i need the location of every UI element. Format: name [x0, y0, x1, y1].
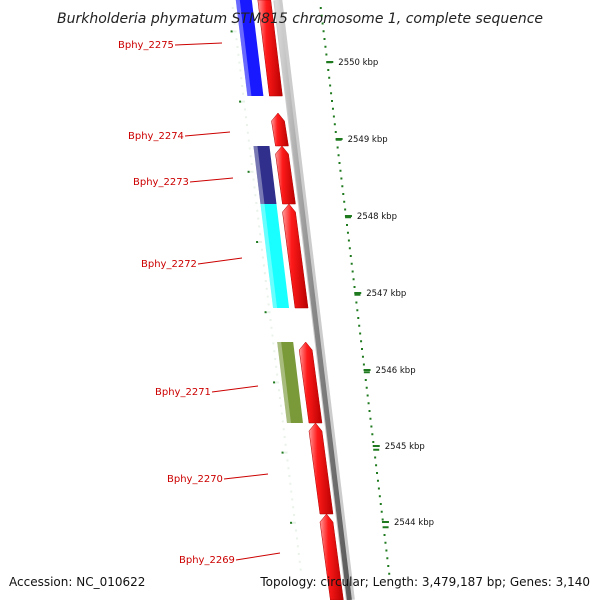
map-title: Burkholderia phymatum STM815 chromosome …	[57, 11, 543, 27]
gene-label[interactable]: Bphy_2274	[128, 131, 184, 142]
cog-bar-highlight	[260, 204, 278, 308]
accession-label: Accession: NC_010622	[9, 575, 145, 589]
gene-label-leader	[223, 473, 269, 480]
topology-label: Topology: circular; Length: 3,479,187 bp…	[259, 575, 590, 589]
gene-label-leader	[189, 177, 234, 183]
gene-label[interactable]: Bphy_2269	[179, 555, 235, 566]
gene-label-layer: Bphy_2275 Bphy_2274 Bphy_2273 Bphy_2272 Bphy…	[118, 40, 281, 566]
cog-track	[235, 0, 303, 423]
gene-track	[257, 0, 344, 600]
gene-arrow[interactable]	[319, 513, 344, 600]
scale-tick-label: 2544 kbp	[394, 518, 434, 528]
gene-arrow[interactable]	[271, 112, 289, 147]
gene-label-leader	[174, 42, 223, 46]
gene-label[interactable]: Bphy_2270	[167, 474, 223, 485]
scale-tick-label: 2547 kbp	[366, 289, 406, 299]
scale-tick-label: 2549 kbp	[348, 135, 388, 145]
gene-label-leader	[197, 257, 243, 265]
gene-label[interactable]: Bphy_2272	[141, 259, 197, 270]
gene-label[interactable]: Bphy_2275	[118, 40, 174, 51]
cog-bar-highlight	[277, 342, 291, 423]
gene-arrow[interactable]	[257, 0, 283, 97]
gene-label[interactable]: Bphy_2273	[133, 177, 189, 188]
sequence-backbone	[274, 0, 352, 600]
scale-label-layer: 2550 kbp 2549 kbp 2548 kbp 2547 kbp 2546 kbp…	[326, 58, 434, 528]
scale-tick-label: 2548 kbp	[357, 212, 397, 222]
cog-bar	[235, 0, 264, 96]
scale-tick-label: 2546 kbp	[376, 366, 416, 376]
gene-label-leader	[184, 131, 231, 137]
gene-arrow[interactable]	[275, 145, 296, 205]
scale-tick-label: 2545 kbp	[385, 442, 425, 452]
cog-bar	[277, 342, 303, 423]
gene-arrow[interactable]	[298, 341, 323, 424]
cog-bar	[253, 146, 277, 204]
cog-bar-highlight	[253, 146, 265, 204]
scale-tick-label: 2550 kbp	[338, 58, 378, 68]
gene-label-leader	[211, 385, 259, 393]
cog-bar-highlight	[235, 0, 252, 96]
gene-label[interactable]: Bphy_2271	[155, 387, 211, 398]
gene-arrow[interactable]	[282, 203, 309, 309]
outer-tick-column	[319, 7, 391, 575]
cog-bar	[260, 204, 290, 308]
gene-arrow[interactable]	[308, 422, 334, 515]
gene-label-leader	[235, 552, 281, 561]
